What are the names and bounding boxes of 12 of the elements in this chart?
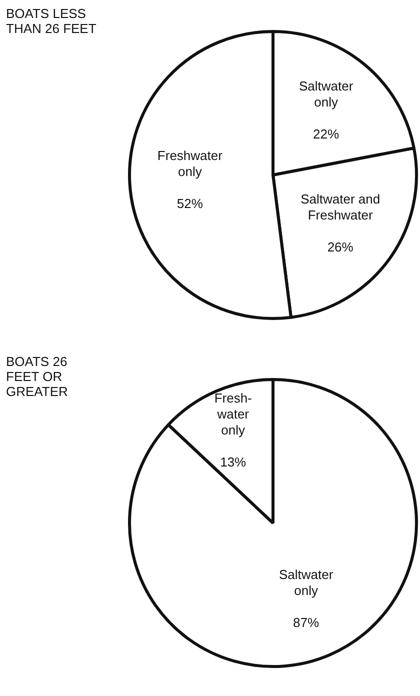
slice-label: Fresh-water only xyxy=(214,390,252,438)
chart-title: BOATS 26 FEET OR GREATER xyxy=(6,354,69,399)
slice-label: Saltwater only xyxy=(298,78,354,110)
data-label: 26% xyxy=(327,240,354,254)
slice-label: Saltwater only xyxy=(278,566,334,598)
data-label: 22% xyxy=(313,126,340,142)
data-label: 87% xyxy=(293,614,320,630)
slice-label: Saltwater and Freshwater xyxy=(300,192,380,222)
data-label: 13% xyxy=(220,454,247,470)
slice-label: Freshwater only xyxy=(157,148,224,179)
chart-title: BOATS LESS THAN 26 FEET xyxy=(6,6,98,36)
data-label: 52% xyxy=(176,196,204,211)
